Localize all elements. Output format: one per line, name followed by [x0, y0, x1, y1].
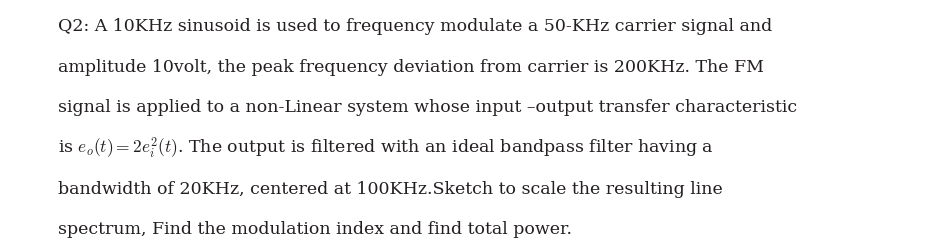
Text: bandwidth of 20KHz, centered at 100KHz.Sketch to scale the resulting line: bandwidth of 20KHz, centered at 100KHz.S…: [58, 181, 723, 198]
Text: spectrum, Find the modulation index and find total power.: spectrum, Find the modulation index and …: [58, 221, 572, 238]
Text: signal is applied to a non-Linear system whose input –output transfer characteri: signal is applied to a non-Linear system…: [58, 99, 797, 116]
Text: is $e_o(t) = 2e_i^{2}(t)$. The output is filtered with an ideal bandpass filter : is $e_o(t) = 2e_i^{2}(t)$. The output is…: [58, 136, 713, 160]
Text: Q2: A 10KHz sinusoid is used to frequency modulate a 50-KHz carrier signal and: Q2: A 10KHz sinusoid is used to frequenc…: [58, 18, 772, 35]
Text: amplitude 10volt, the peak frequency deviation from carrier is 200KHz. The FM: amplitude 10volt, the peak frequency dev…: [58, 59, 764, 76]
